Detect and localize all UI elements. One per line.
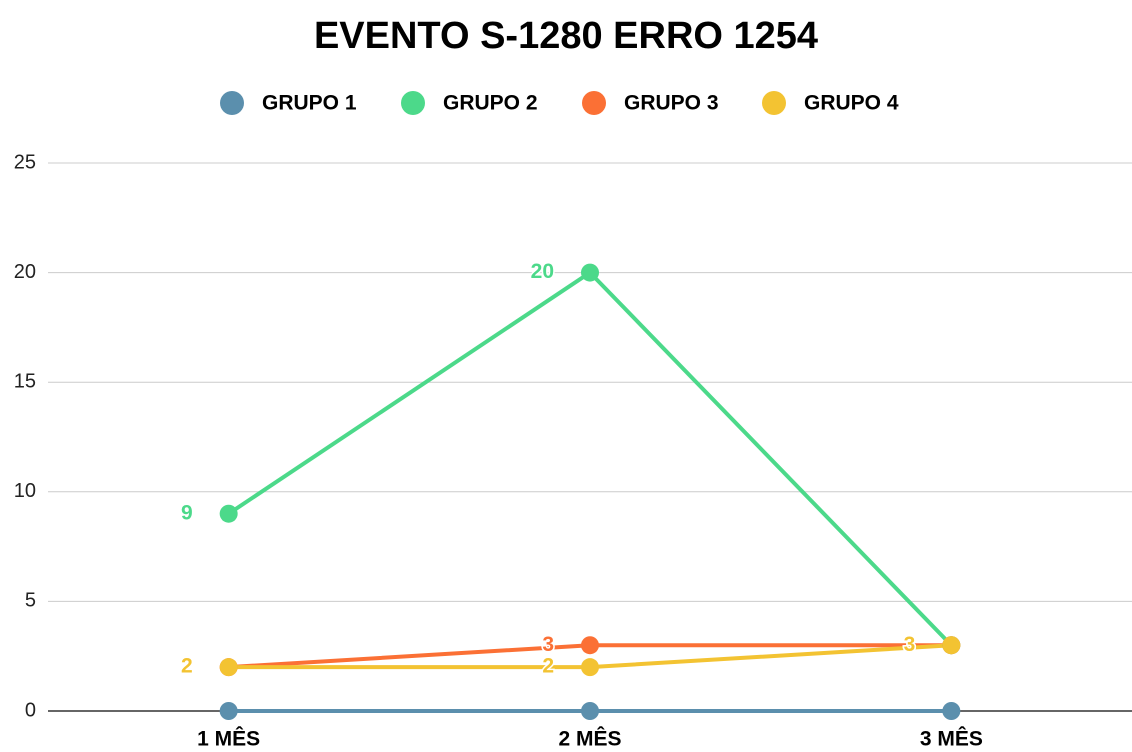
legend-label: GRUPO 4	[804, 92, 899, 115]
x-tick-label: 3 MÊS	[920, 727, 983, 751]
y-tick-label: 15	[14, 370, 36, 392]
data-label: 3	[904, 633, 916, 656]
point	[581, 658, 599, 677]
line	[227, 270, 953, 647]
point	[942, 702, 961, 720]
legend-marker	[401, 91, 425, 115]
legend-label: GRUPO 1	[262, 92, 357, 115]
y-tick-label: 20	[14, 261, 36, 283]
point	[581, 263, 599, 282]
data-label: 20	[531, 260, 554, 283]
x-tick-label: 1 MÊS	[197, 727, 260, 751]
y-tick-label: 5	[25, 590, 36, 612]
data-label: 3	[542, 633, 554, 656]
chart-title: EVENTO S-1280 ERRO 1254	[314, 15, 818, 57]
data-label: 3	[904, 633, 916, 656]
y-tick-label: 0	[25, 699, 36, 721]
x-tick-label: 2 MÊS	[558, 727, 621, 751]
legend-marker	[582, 91, 606, 115]
legend-label: GRUPO 2	[443, 92, 538, 115]
data-label: 2	[181, 655, 193, 678]
point	[219, 504, 238, 523]
point	[581, 636, 599, 655]
point	[219, 702, 238, 720]
legend-marker	[762, 91, 786, 115]
legend-label: GRUPO 3	[624, 92, 719, 115]
data-label: 9	[181, 501, 193, 524]
point	[942, 636, 961, 655]
data-label: 2	[181, 655, 193, 678]
y-tick-label: 10	[14, 480, 36, 502]
data-label: 3	[904, 633, 916, 656]
legend-marker	[220, 91, 244, 115]
point	[581, 702, 599, 720]
y-tick-label: 25	[14, 151, 36, 173]
point	[219, 658, 238, 677]
data-label: 2	[542, 655, 554, 678]
